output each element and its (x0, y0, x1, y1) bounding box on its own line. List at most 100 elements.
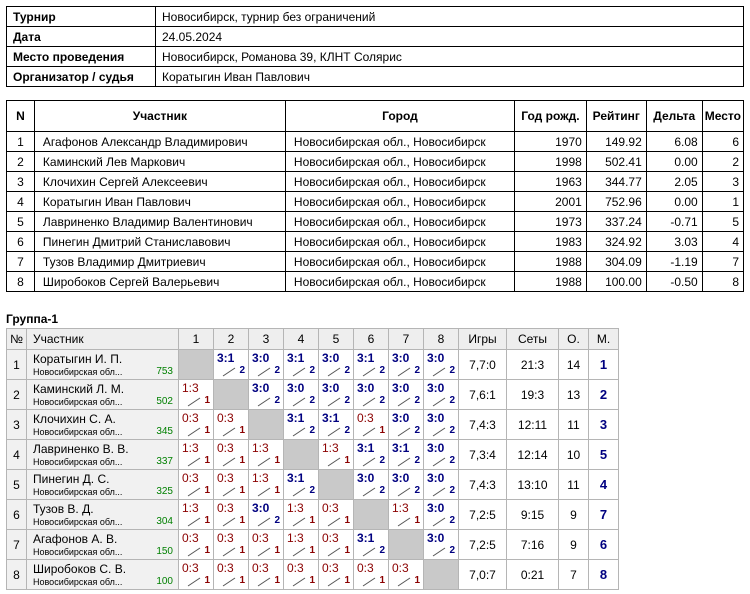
match-result-cell: 1:3 1 (283, 499, 319, 530)
match-score: 3:1 (392, 441, 410, 455)
info-label: Дата (6, 26, 156, 47)
participants-table: N Участник Город Год рожд. Рейтинг Дельт… (6, 100, 745, 292)
participant-name: Коратыгин Иван Павлович (33, 191, 286, 212)
info-label: Организатор / судья (6, 66, 156, 87)
match-points: 2 (344, 425, 350, 436)
crosstable-row: 1 Коратыгин И. П. Новосибирская обл... 753 3… (6, 349, 619, 380)
match-score: 0:3 (217, 501, 234, 515)
slash-line (292, 517, 306, 527)
diagonal-slash-icon (292, 397, 306, 407)
match-points: 2 (274, 515, 280, 526)
player-games: 7,7:0 (458, 349, 507, 380)
match-result-cell: 3:1 2 (353, 349, 389, 380)
player-city: Новосибирская обл... (33, 517, 123, 527)
player-short-name: Широбоков С. В. (33, 562, 127, 576)
crosstable-player-cell: Клочихин С. А. Новосибирская обл... 345 (26, 409, 179, 440)
diagonal-slash-icon (397, 517, 411, 527)
diagonal-slash-icon (222, 457, 236, 467)
match-points: 2 (309, 365, 315, 376)
player-points: 10 (558, 439, 589, 470)
participant-delta: -1.19 (645, 251, 703, 272)
crosstable-header-games: Игры (458, 328, 507, 350)
diagonal-slash-icon (187, 397, 201, 407)
player-short-name: Клочихин С. А. (33, 412, 116, 426)
participant-place: 6 (701, 131, 745, 152)
crosstable-row-number: 8 (6, 559, 27, 590)
diagonal-slash-icon (292, 577, 306, 587)
match-result-cell: 0:3 1 (178, 529, 214, 560)
diagonal-slash-icon (362, 547, 376, 557)
slash-line (327, 397, 341, 407)
match-points: 1 (379, 575, 385, 586)
player-sets: 12:11 (506, 409, 559, 440)
player-city: Новосибирская обл... (33, 457, 123, 467)
table-row: 1 Агафонов Александр Владимирович Новосиби… (6, 131, 745, 152)
participant-number: 8 (6, 271, 35, 292)
slash-line (257, 577, 271, 587)
diagonal-slash-icon (292, 487, 306, 497)
match-points: 1 (239, 515, 245, 526)
match-points: 1 (204, 575, 210, 586)
match-result-cell: 3:1 2 (388, 439, 424, 470)
slash-line (292, 547, 306, 557)
match-score: 1:3 (182, 381, 199, 395)
table-row: 6 Пинегин Дмитрий Станиславович Новосибирс… (6, 231, 745, 252)
match-result-cell: 0:3 1 (213, 439, 249, 470)
header-birth-year: Год рожд. (514, 100, 587, 132)
crosstable-self-cell (248, 409, 284, 440)
participant-place: 4 (701, 231, 745, 252)
match-score: 0:3 (182, 471, 199, 485)
diagonal-slash-icon (222, 427, 236, 437)
match-result-cell: 0:3 1 (318, 559, 354, 590)
slash-line (327, 367, 341, 377)
match-score: 1:3 (392, 501, 409, 515)
match-points: 1 (239, 575, 245, 586)
player-rating: 502 (156, 396, 173, 407)
slash-line (327, 427, 341, 437)
diagonal-slash-icon (397, 577, 411, 587)
match-score: 3:0 (427, 471, 445, 485)
match-result-cell: 3:1 2 (213, 349, 249, 380)
diagonal-slash-icon (362, 487, 376, 497)
crosstable-header-col: 8 (423, 328, 459, 350)
match-points: 2 (274, 365, 280, 376)
diagonal-slash-icon (362, 577, 376, 587)
slash-line (187, 427, 201, 437)
diagonal-slash-icon (362, 427, 376, 437)
player-points: 14 (558, 349, 589, 380)
match-points: 1 (309, 575, 315, 586)
slash-line (187, 457, 201, 467)
slash-line (187, 577, 201, 587)
diagonal-slash-icon (257, 367, 271, 377)
diagonal-slash-icon (222, 487, 236, 497)
match-score: 3:0 (392, 411, 410, 425)
slash-line (187, 487, 201, 497)
match-points: 2 (414, 365, 420, 376)
match-result-cell: 0:3 1 (213, 469, 249, 500)
diagonal-slash-icon (327, 397, 341, 407)
participant-city: Новосибирская обл., Новосибирск (284, 151, 516, 172)
player-sets: 21:3 (506, 349, 559, 380)
slash-line (222, 547, 236, 557)
diagonal-slash-icon (292, 517, 306, 527)
match-result-cell: 3:0 2 (423, 469, 459, 500)
match-result-cell: 3:1 2 (283, 349, 319, 380)
participant-place: 1 (701, 191, 745, 212)
crosstable-header-col: 6 (353, 328, 389, 350)
match-result-cell: 3:0 2 (388, 349, 424, 380)
match-points: 1 (274, 455, 280, 466)
crosstable-row: 6 Тузов В. Д. Новосибирская обл... 304 1:3 1 0… (6, 499, 619, 530)
participant-city: Новосибирская обл., Новосибирск (284, 251, 516, 272)
player-city: Новосибирская обл... (33, 577, 123, 587)
match-score: 3:0 (252, 381, 270, 395)
player-sets: 19:3 (506, 379, 559, 410)
match-score: 0:3 (357, 411, 374, 425)
crosstable-header-col: 4 (283, 328, 319, 350)
player-games: 7,0:7 (458, 559, 507, 590)
participant-number: 2 (6, 151, 35, 172)
slash-line (222, 367, 236, 377)
info-label: Место проведения (6, 46, 156, 67)
participant-birth-year: 1963 (514, 171, 587, 192)
match-score: 0:3 (252, 561, 269, 575)
match-result-cell: 3:0 2 (423, 529, 459, 560)
